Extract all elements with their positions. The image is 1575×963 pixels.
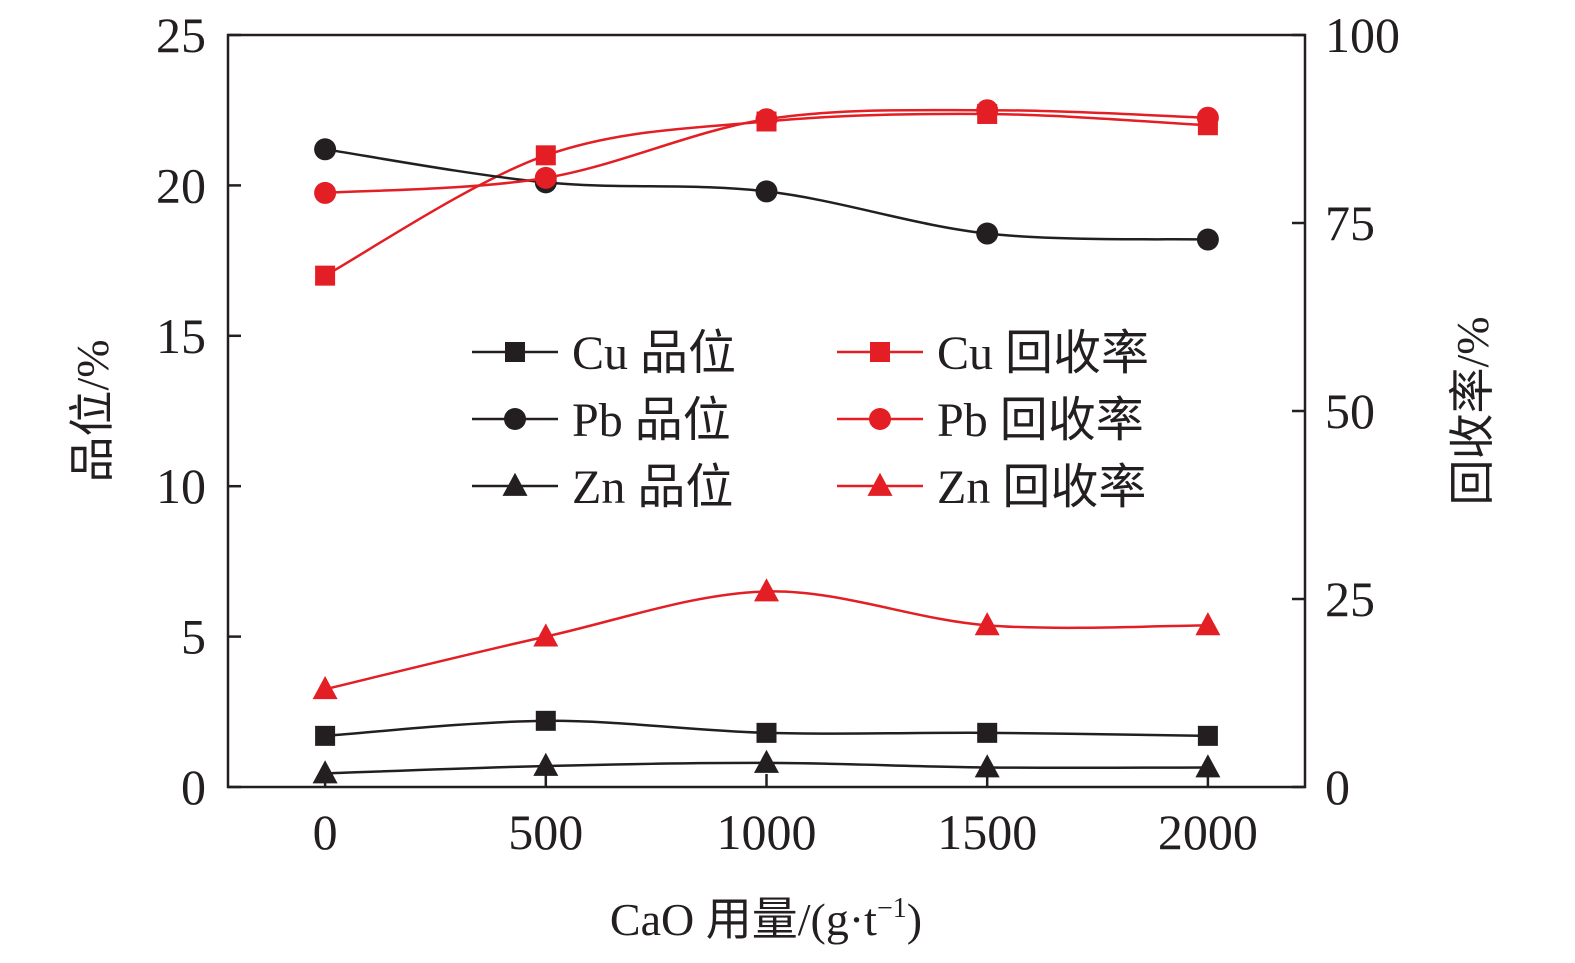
legend-label: Zn 品位 bbox=[572, 461, 733, 514]
legend-marker bbox=[870, 342, 890, 362]
data-point bbox=[974, 754, 1000, 778]
data-point bbox=[756, 722, 777, 743]
data-point bbox=[754, 578, 779, 602]
y-left-tick-label: 10 bbox=[156, 458, 206, 514]
data-point bbox=[312, 760, 338, 784]
y-right-tick-label: 100 bbox=[1325, 7, 1400, 63]
y-right-tick-label: 75 bbox=[1325, 195, 1375, 251]
x-tick-label: 500 bbox=[508, 804, 583, 860]
legend-item: Cu 品位 bbox=[472, 327, 736, 380]
data-point bbox=[1197, 725, 1218, 746]
axis-ticks: 0 500 1000 1500 2000 0 5 10 15 20 25 0 25 50 75 100 bbox=[156, 7, 1400, 860]
data-point bbox=[535, 710, 556, 731]
y-left-tick-label: 20 bbox=[156, 157, 206, 213]
legend: Cu 品位 Cu 回收率 Pb 品位 Pb 回收率 Zn 品位 Zn 回收率 bbox=[472, 327, 1149, 514]
legend-label: Pb 回收率 bbox=[937, 394, 1144, 447]
legend-label: Zn 回收率 bbox=[937, 461, 1146, 514]
legend-marker bbox=[502, 472, 528, 496]
y-left-tick-label: 25 bbox=[156, 7, 206, 63]
legend-label: Cu 回收率 bbox=[937, 327, 1149, 380]
y-left-tick-label: 15 bbox=[156, 308, 206, 364]
data-point bbox=[1195, 754, 1221, 778]
data-point bbox=[976, 222, 999, 245]
data-point bbox=[534, 166, 557, 189]
data-point bbox=[754, 749, 779, 773]
y-left-tick-label: 0 bbox=[181, 759, 206, 815]
data-point bbox=[535, 145, 556, 166]
x-tick-label: 1500 bbox=[937, 804, 1037, 860]
data-point bbox=[533, 623, 559, 647]
data-point bbox=[1196, 106, 1219, 129]
data-point bbox=[974, 612, 1000, 636]
legend-item: Pb 品位 bbox=[472, 394, 731, 447]
x-axis-title: CaO 用量/(g·t−1) bbox=[610, 893, 922, 945]
data-point bbox=[755, 108, 778, 131]
data-point bbox=[314, 138, 337, 161]
legend-marker bbox=[869, 408, 891, 430]
data-point bbox=[315, 265, 336, 286]
legend-label: Pb 品位 bbox=[572, 394, 731, 447]
x-tick-label: 0 bbox=[313, 804, 338, 860]
y-right-tick-label: 25 bbox=[1325, 571, 1375, 627]
series-line bbox=[324, 590, 1208, 691]
data-point bbox=[314, 181, 337, 204]
legend-item: Zn 回收率 bbox=[837, 461, 1146, 514]
data-point bbox=[1195, 612, 1221, 636]
y-right-tick-label: 0 bbox=[1325, 759, 1350, 815]
x-tick-label: 1000 bbox=[717, 804, 817, 860]
series-markers bbox=[312, 99, 1221, 784]
y-right-tick-label: 50 bbox=[1325, 383, 1375, 439]
legend-marker bbox=[867, 472, 893, 496]
data-point bbox=[315, 725, 336, 746]
data-point bbox=[312, 676, 338, 700]
legend-item: Zn 品位 bbox=[472, 461, 733, 514]
legend-marker bbox=[505, 342, 525, 362]
y-axis-left-title: 品位/% bbox=[67, 339, 118, 482]
data-point bbox=[976, 99, 999, 122]
legend-item: Pb 回收率 bbox=[837, 394, 1144, 447]
data-point bbox=[977, 722, 998, 743]
x-tick-label: 2000 bbox=[1158, 804, 1258, 860]
data-point bbox=[755, 180, 778, 203]
y-left-tick-label: 5 bbox=[181, 609, 206, 665]
y-axis-right-title: 回收率/% bbox=[1447, 316, 1498, 505]
data-point bbox=[533, 752, 559, 776]
data-point bbox=[1196, 228, 1219, 251]
legend-item: Cu 回收率 bbox=[837, 327, 1149, 380]
legend-label: Cu 品位 bbox=[572, 327, 736, 380]
legend-marker bbox=[504, 408, 526, 430]
